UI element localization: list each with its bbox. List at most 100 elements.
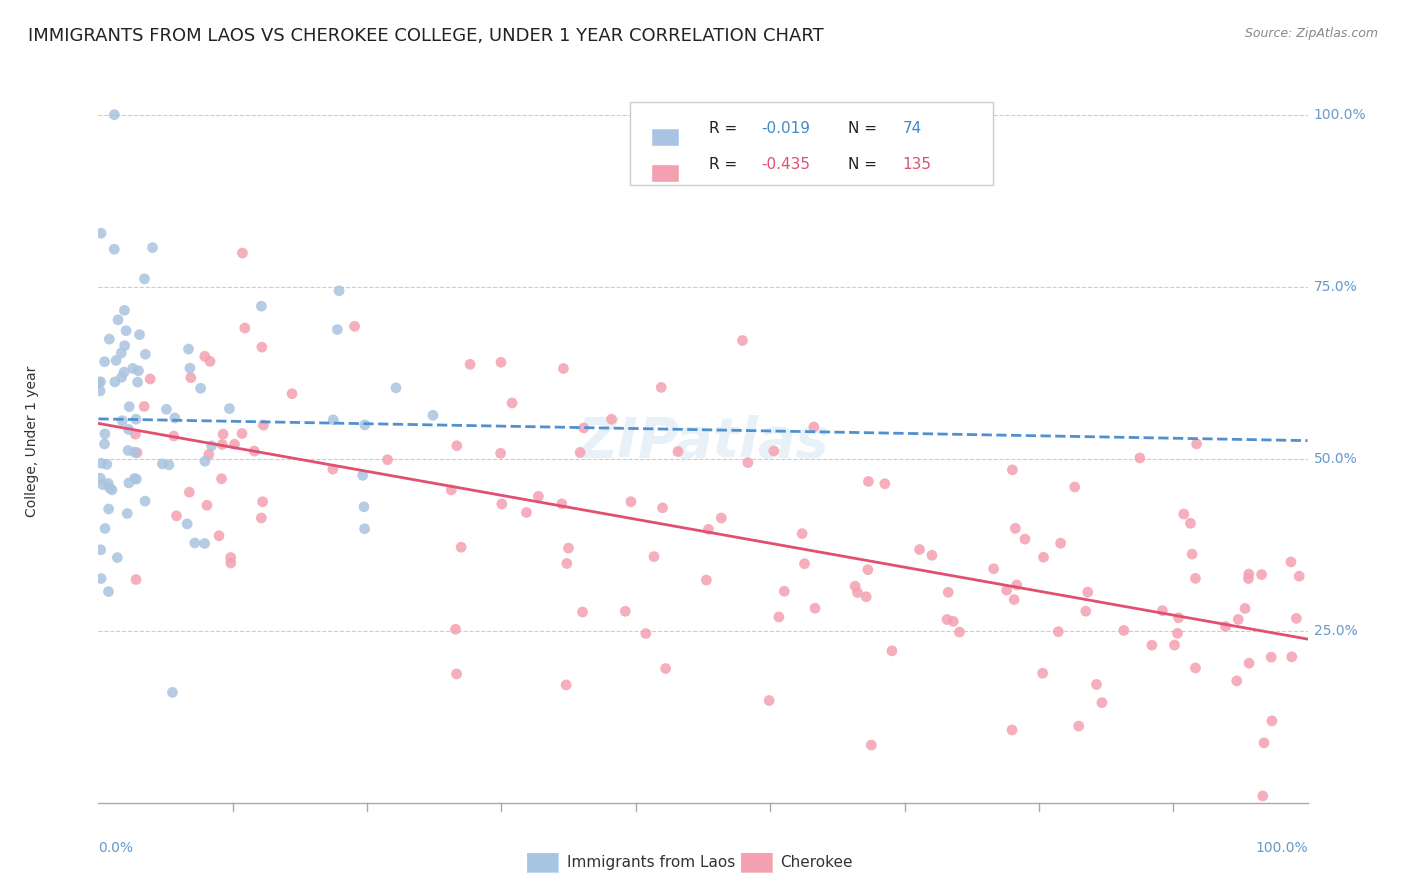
Text: N =: N = xyxy=(848,121,882,136)
Point xyxy=(1173,507,1195,521)
Point xyxy=(163,429,186,443)
Point xyxy=(1140,638,1163,652)
Point xyxy=(124,471,146,485)
Point xyxy=(231,246,253,260)
Point xyxy=(377,452,399,467)
Point xyxy=(322,462,344,476)
Point xyxy=(141,241,163,255)
Point xyxy=(695,573,717,587)
Point xyxy=(1237,656,1260,670)
Point xyxy=(1167,626,1189,640)
Point xyxy=(908,542,931,557)
Text: -0.019: -0.019 xyxy=(761,121,810,136)
Point xyxy=(177,342,200,356)
Point xyxy=(125,446,148,460)
Point xyxy=(115,324,138,338)
Point xyxy=(942,615,965,629)
Text: -0.435: -0.435 xyxy=(761,157,810,172)
Point xyxy=(1049,536,1071,550)
Point xyxy=(219,556,242,570)
Point xyxy=(93,354,115,368)
Point xyxy=(1112,624,1135,638)
Text: 75.0%: 75.0% xyxy=(1313,280,1357,293)
Point xyxy=(134,400,156,414)
Point xyxy=(1227,612,1250,626)
Point xyxy=(1085,677,1108,691)
Point xyxy=(773,584,796,599)
Point xyxy=(1077,585,1099,599)
Point xyxy=(157,458,180,472)
Point xyxy=(921,549,943,563)
Point xyxy=(250,299,273,313)
Text: 50.0%: 50.0% xyxy=(1313,451,1357,466)
Point xyxy=(450,540,472,554)
Point xyxy=(125,472,148,486)
Point xyxy=(553,361,575,376)
Point xyxy=(571,605,593,619)
Point xyxy=(162,685,184,699)
Point xyxy=(515,506,537,520)
Point xyxy=(194,536,217,550)
Point xyxy=(353,522,375,536)
Point xyxy=(1181,547,1204,561)
Point xyxy=(614,604,637,618)
Point xyxy=(1253,736,1275,750)
Point xyxy=(995,583,1018,598)
Point xyxy=(134,494,156,508)
Text: College, Under 1 year: College, Under 1 year xyxy=(25,366,39,517)
Point xyxy=(600,412,623,426)
Point xyxy=(121,361,143,376)
Point xyxy=(98,332,121,346)
Point xyxy=(793,557,815,571)
Point xyxy=(94,426,117,441)
Point xyxy=(127,375,149,389)
Text: 74: 74 xyxy=(903,121,922,136)
Point xyxy=(1167,611,1189,625)
Point xyxy=(440,483,463,497)
Point xyxy=(1067,719,1090,733)
Point xyxy=(155,402,177,417)
Point xyxy=(243,444,266,458)
Point xyxy=(1261,714,1284,728)
Point xyxy=(880,644,903,658)
Point xyxy=(198,354,221,368)
Point xyxy=(803,420,825,434)
Point xyxy=(1005,578,1028,592)
Point xyxy=(620,494,643,508)
Point xyxy=(117,422,139,436)
Point xyxy=(208,529,231,543)
Point xyxy=(107,313,129,327)
Point xyxy=(176,516,198,531)
Point xyxy=(124,427,146,442)
Point xyxy=(111,414,134,428)
Point xyxy=(1237,567,1260,582)
Point xyxy=(572,421,595,435)
Point xyxy=(844,579,866,593)
Point xyxy=(114,339,136,353)
Text: Source: ZipAtlas.com: Source: ZipAtlas.com xyxy=(1244,27,1378,40)
Point xyxy=(105,353,128,368)
Point xyxy=(224,437,246,451)
Point xyxy=(89,384,111,398)
Point xyxy=(1014,532,1036,546)
Point xyxy=(96,458,118,472)
Point xyxy=(281,386,304,401)
Point xyxy=(326,322,349,336)
Point xyxy=(551,497,574,511)
Text: 25.0%: 25.0% xyxy=(1313,624,1357,638)
Point xyxy=(179,361,201,376)
Point xyxy=(1063,480,1085,494)
Point xyxy=(555,678,578,692)
Point xyxy=(1180,516,1202,531)
Point xyxy=(446,439,468,453)
Point xyxy=(104,375,127,389)
Point xyxy=(252,418,274,433)
Point xyxy=(89,471,111,485)
Point xyxy=(501,396,523,410)
Point xyxy=(114,303,136,318)
Point xyxy=(125,412,148,426)
Point xyxy=(697,522,720,536)
Point xyxy=(527,489,550,503)
Point xyxy=(1002,592,1025,607)
Point xyxy=(1285,611,1308,625)
